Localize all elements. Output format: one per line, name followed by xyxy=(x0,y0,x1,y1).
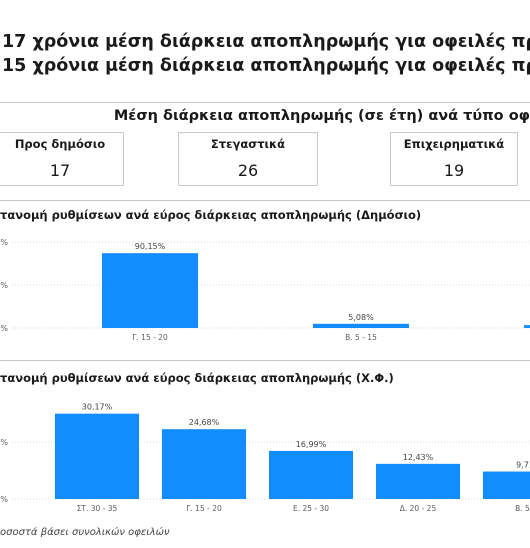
y-tick-label: % xyxy=(0,495,8,504)
y-tick-label: 0% xyxy=(0,281,8,290)
divider xyxy=(0,360,530,361)
kpi-card-business: Επιχειρηματικά 19 xyxy=(390,132,518,186)
chart-title-private: τανομή ρυθμίσεων ανά εύρος διάρκειας απο… xyxy=(0,371,394,385)
data-label: 24,68% xyxy=(189,418,220,427)
divider xyxy=(0,200,530,201)
x-tick-label: ΣΤ. 30 - 35 xyxy=(77,504,118,513)
data-label: 16,99% xyxy=(296,440,327,449)
x-tick-label: Γ. 15 - 20 xyxy=(186,504,222,513)
kpi-card-housing: Στεγαστικά 26 xyxy=(178,132,318,186)
headline-block: 17 χρόνια μέση διάρκεια αποπληρωμής για … xyxy=(0,30,530,78)
data-label: 30,17% xyxy=(82,403,113,412)
headline-public: 17 χρόνια μέση διάρκεια αποπληρωμής για … xyxy=(2,32,530,52)
bar xyxy=(55,413,139,499)
data-label: 5,08% xyxy=(348,313,374,322)
x-tick-label: Ε. 25 - 30 xyxy=(293,504,329,513)
y-tick-label: 0% xyxy=(0,324,8,333)
y-tick-label: % xyxy=(0,438,8,447)
bar xyxy=(483,471,530,499)
chart-title-public: τανομή ρυθμίσεων ανά εύρος διάρκειας απο… xyxy=(0,208,422,222)
kpi-label: Στεγαστικά xyxy=(210,137,286,151)
headline-private: 15 χρόνια μέση διάρκεια αποπληρωμής για … xyxy=(2,56,530,76)
x-tick-label: Β. 5 - 15 xyxy=(345,333,377,342)
x-tick-label: Β. 5 - xyxy=(515,504,530,513)
bar xyxy=(162,429,246,499)
kpi-value: 19 xyxy=(443,161,465,180)
bar xyxy=(376,463,460,499)
bar xyxy=(313,323,409,328)
kpi-value: 26 xyxy=(237,161,259,180)
bar-chart-private: %% 30,17% ΣΤ. 30 - 35 24,68% Γ. 15 - 20 16,99… xyxy=(0,403,530,513)
y-tick-label: 0% xyxy=(0,238,8,247)
kpi-section-title: Μέση διάρκεια αποπληρωμής (σε έτη) ανά τ… xyxy=(113,108,530,124)
kpi-value: 17 xyxy=(49,161,71,180)
bar xyxy=(524,325,530,328)
x-tick-label: Γ. 15 - 20 xyxy=(132,333,168,342)
bar xyxy=(102,253,198,328)
bar xyxy=(269,450,353,499)
x-tick-label: Δ. 20 - 25 xyxy=(400,504,437,513)
kpi-label: Επιχειρηματικά xyxy=(403,137,505,151)
data-label: 12,43% xyxy=(403,453,434,462)
kpi-label: Προς δημόσιο xyxy=(14,137,106,151)
divider xyxy=(0,102,530,103)
kpi-card-public: Προς δημόσιο 17 xyxy=(0,132,124,186)
data-label: 90,15% xyxy=(135,242,166,251)
data-label: 9,71 xyxy=(516,461,530,470)
bar-chart-public: 0% 0% 0% 90,15% Γ. 15 - 20 5,08% Β. 5 - 15 xyxy=(0,238,530,342)
footnote: οσοστά βάσει συνολικών οφειλών xyxy=(0,527,170,538)
